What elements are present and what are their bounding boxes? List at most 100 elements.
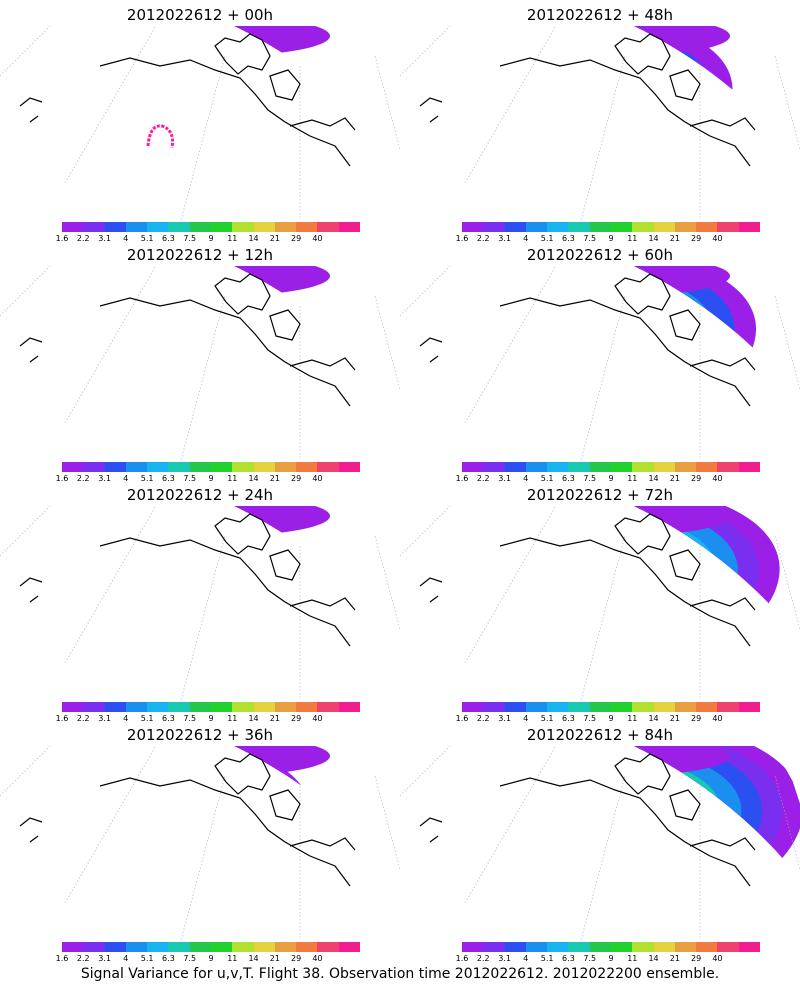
colorbar-tick-label: 7.5 <box>183 714 197 723</box>
variance-contour <box>79 776 253 872</box>
colorbar-tick-label: 4 <box>123 474 129 483</box>
colorbar-tick-label: 5.1 <box>540 714 554 723</box>
colorbar-segment <box>568 222 590 232</box>
signal-variance-map <box>0 746 400 940</box>
colorbar-tick-label: 9 <box>608 954 614 963</box>
colorbar-tick-label: 7.5 <box>583 954 597 963</box>
colorbar-segment <box>296 702 318 712</box>
colorbar-tick-label: 4 <box>123 714 129 723</box>
colorbar-tick-label: 21 <box>669 474 680 483</box>
colorbar-segment <box>83 702 105 712</box>
colorbar-tick-label: 21 <box>269 954 280 963</box>
colorbar-segment <box>674 222 697 232</box>
graticule <box>0 506 400 700</box>
colorbar-segment <box>525 942 548 952</box>
colorbar-tick-label: 2.2 <box>76 714 90 723</box>
colorbar-segment <box>589 942 611 952</box>
colorbar-tick-label: 1.6 <box>55 234 69 243</box>
colorbar-segment <box>62 942 84 952</box>
variance-contour <box>110 506 330 536</box>
variance-contour <box>460 525 697 646</box>
colorbar-ticks: 1.6 2.2 3.1 4 5.1 6.3 7.5 9 11 14 21 29 40 <box>456 234 760 244</box>
colorbar-tick-label: 9 <box>608 474 614 483</box>
colorbar <box>462 702 760 712</box>
colorbar-tick-label: 6.3 <box>162 474 175 483</box>
colorbar <box>462 462 760 472</box>
colorbar-segment <box>717 702 739 712</box>
colorbar-tick-label: 3.1 <box>498 714 511 723</box>
colorbar-tick-label: 2.2 <box>476 954 490 963</box>
colorbar-segment <box>210 462 233 472</box>
colorbar-segment <box>232 942 254 952</box>
colorbar-tick-label: 21 <box>269 474 280 483</box>
colorbar-ticks: 1.6 2.2 3.1 4 5.1 6.3 7.5 9 11 14 21 29 40 <box>56 474 360 484</box>
colorbar-tick-label: 5.1 <box>140 234 154 243</box>
forecast-panel: 2012022612 + 84h 1.6 2.2 3.1 4 5.1 6.3 7.5 9 11 14… <box>400 720 800 963</box>
coastline <box>19 753 356 887</box>
variance-contour <box>112 313 205 370</box>
colorbar-segment <box>125 942 148 952</box>
colorbar-segment <box>317 462 339 472</box>
variance-contour <box>61 49 239 163</box>
colorbar-segment <box>168 942 190 952</box>
colorbar-segment <box>653 222 675 232</box>
variance-contour <box>28 514 286 662</box>
colorbar-tick-label: 4 <box>523 714 529 723</box>
variance-contour <box>12 747 309 912</box>
colorbar-segment <box>653 942 675 952</box>
colorbar-segment <box>738 462 760 472</box>
variance-contour <box>670 665 710 677</box>
colorbar-segment <box>168 222 190 232</box>
colorbar-tick-label: 6.3 <box>162 234 175 243</box>
colorbar-tick-label: 29 <box>291 474 302 483</box>
colorbar-tick-label: 11 <box>627 234 638 243</box>
signal-variance-map <box>400 266 800 460</box>
panel-title: 2012022612 + 84h <box>526 726 674 744</box>
colorbar-segment <box>462 462 484 472</box>
colorbar-segment <box>338 462 360 472</box>
colorbar-segment <box>547 222 569 232</box>
variance-contour <box>110 26 330 56</box>
colorbar-segment <box>696 942 718 952</box>
colorbar-segment <box>653 462 675 472</box>
variance-contour <box>502 668 558 684</box>
colorbar-segment <box>104 222 126 232</box>
panel-title: 2012022612 + 60h <box>526 246 674 264</box>
colorbar-segment <box>210 942 233 952</box>
variance-contour <box>404 266 735 436</box>
colorbar-tick-label: 14 <box>648 714 659 723</box>
variance-contour <box>670 905 710 917</box>
colorbar-segment <box>189 702 211 712</box>
colorbar-tick-label: 1.6 <box>55 954 69 963</box>
colorbar-tick-label: 3.1 <box>498 954 511 963</box>
colorbar-tick-label: 21 <box>669 234 680 243</box>
colorbar-segment <box>210 222 233 232</box>
colorbar-ticks: 1.6 2.2 3.1 4 5.1 6.3 7.5 9 11 14 21 29 40 <box>456 954 760 964</box>
colorbar-tick-label: 4 <box>523 474 529 483</box>
colorbar-segment <box>147 462 169 472</box>
colorbar-tick-label: 40 <box>712 474 723 483</box>
colorbar-segment <box>104 702 126 712</box>
coastline <box>419 753 756 887</box>
colorbar-segment <box>62 222 84 232</box>
variance-contour <box>467 767 701 884</box>
colorbar-ticks: 1.6 2.2 3.1 4 5.1 6.3 7.5 9 11 14 21 29 40 <box>456 714 760 724</box>
colorbar-segment <box>547 702 569 712</box>
colorbar-tick-label: 1.6 <box>455 474 469 483</box>
colorbar-segment <box>147 942 169 952</box>
colorbar-segment <box>274 222 297 232</box>
variance-contour <box>527 314 629 368</box>
colorbar-tick-label: 40 <box>312 474 323 483</box>
colorbar-tick-label: 1.6 <box>455 954 469 963</box>
colorbar-segment <box>274 462 297 472</box>
colorbar-tick-label: 3.1 <box>98 234 111 243</box>
colorbar-tick-label: 9 <box>608 234 614 243</box>
colorbar-tick-label: 4 <box>523 954 529 963</box>
colorbar-tick-label: 6.3 <box>562 234 575 243</box>
colorbar-tick-label: 11 <box>627 474 638 483</box>
colorbar-segment <box>253 222 275 232</box>
colorbar-segment <box>253 462 275 472</box>
colorbar-tick-label: 21 <box>669 714 680 723</box>
variance-field <box>61 26 330 163</box>
coastline <box>19 273 356 407</box>
